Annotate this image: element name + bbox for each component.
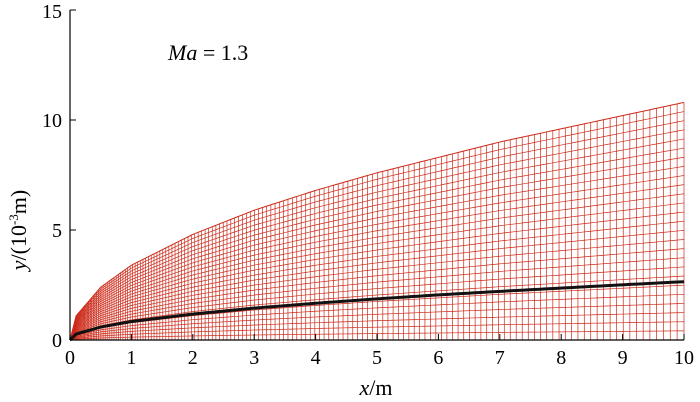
- y-axis-ticks: 0 5 10 15: [42, 1, 76, 352]
- mesh-horizontal-line: [69, 266, 685, 341]
- y-axis-title: y/(10-3m): [6, 190, 31, 273]
- mesh-horizontal-line: [69, 202, 685, 341]
- x-tick-label: 0: [65, 347, 75, 369]
- mesh-horizontal-line: [69, 248, 685, 341]
- mesh-horizontal-line: [69, 303, 685, 341]
- y-axis-title-unit-post: m): [6, 190, 31, 214]
- mesh-horizontal-line: [69, 229, 685, 341]
- x-axis-ticks: 0 1 2 3 4 5 6 7 8 9 10: [65, 334, 694, 369]
- mesh-horizontal-line: [69, 220, 685, 341]
- y-tick-label: 10: [42, 110, 62, 132]
- y-tick-label: 5: [52, 220, 62, 242]
- x-axis-title: x/m: [359, 375, 393, 400]
- x-tick-label: 6: [433, 347, 443, 369]
- mesh-horizontal-line: [69, 312, 685, 341]
- y-axis-title-var: y: [6, 260, 31, 272]
- mesh-horizontal-line: [69, 330, 685, 341]
- x-axis-title-unit: /m: [369, 375, 392, 400]
- x-tick-label: 4: [311, 347, 321, 369]
- mesh-horizontal-line: [69, 321, 685, 341]
- mesh-horizontal-line: [69, 120, 685, 341]
- y-tick-label: 15: [42, 1, 62, 23]
- mesh-horizontal-line: [69, 239, 685, 341]
- mesh-horizontal-line: [69, 293, 685, 341]
- boundary-layer-curve: [68, 280, 685, 342]
- annotation-var: Ma: [167, 40, 197, 65]
- mesh-horizontal-line: [69, 147, 685, 341]
- x-tick-label: 7: [495, 347, 505, 369]
- annotation: Ma = 1.3: [167, 40, 248, 65]
- mesh-horizontal-line: [69, 175, 685, 341]
- x-tick-label: 8: [556, 347, 566, 369]
- mesh-horizontal-line: [69, 257, 685, 341]
- x-tick-label: 5: [372, 347, 382, 369]
- mesh-horizontal-line: [69, 111, 685, 341]
- x-tick-label: 2: [188, 347, 198, 369]
- x-tick-label: 9: [618, 347, 628, 369]
- mesh-horizontal-line: [69, 156, 685, 341]
- y-axis-title-sup: -3: [6, 214, 21, 225]
- mesh-horizontal-line: [69, 193, 685, 341]
- mesh-horizontal-line: [69, 166, 685, 341]
- x-tick-label: 1: [126, 347, 136, 369]
- x-axis-title-var: x: [359, 375, 370, 400]
- y-axis-title-unit-pre: /(10: [6, 225, 31, 260]
- mesh-upper-boundary: [69, 101, 685, 341]
- y-tick-label: 0: [52, 330, 62, 352]
- annotation-rest: = 1.3: [197, 40, 248, 65]
- mesh-horizontal-line: [69, 211, 685, 341]
- mesh-horizontal-line: [69, 129, 685, 341]
- mesh-horizontal-line: [69, 138, 685, 341]
- x-tick-label: 3: [249, 347, 259, 369]
- x-tick-label: 10: [674, 347, 694, 369]
- mesh-grid: [69, 102, 685, 341]
- mesh-horizontal-line: [69, 184, 685, 341]
